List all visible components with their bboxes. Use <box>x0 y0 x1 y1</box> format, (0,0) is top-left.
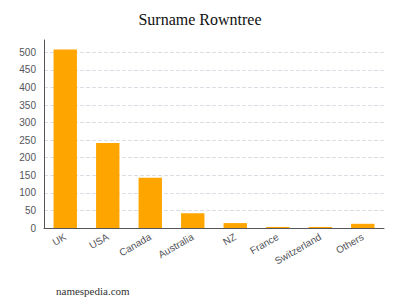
svg-text:50: 50 <box>25 205 37 216</box>
svg-text:400: 400 <box>19 82 36 93</box>
svg-text:0: 0 <box>30 223 36 234</box>
svg-text:500: 500 <box>19 47 36 58</box>
svg-text:Switzerland: Switzerland <box>273 231 323 266</box>
svg-text:Surname Rowntree: Surname Rowntree <box>138 11 261 28</box>
svg-text:100: 100 <box>19 187 36 198</box>
svg-text:450: 450 <box>19 64 36 75</box>
svg-text:150: 150 <box>19 170 36 181</box>
svg-text:300: 300 <box>19 117 36 128</box>
svg-text:Australia: Australia <box>156 231 196 260</box>
svg-text:NZ: NZ <box>221 231 238 247</box>
svg-text:200: 200 <box>19 152 36 163</box>
svg-text:France: France <box>248 231 281 256</box>
svg-text:350: 350 <box>19 100 36 111</box>
svg-text:Canada: Canada <box>117 231 153 258</box>
svg-text:USA: USA <box>87 231 111 251</box>
svg-text:UK: UK <box>50 231 68 248</box>
svg-text:namespedia.com: namespedia.com <box>56 285 130 297</box>
svg-text:250: 250 <box>19 135 36 146</box>
svg-text:Others: Others <box>334 231 365 256</box>
